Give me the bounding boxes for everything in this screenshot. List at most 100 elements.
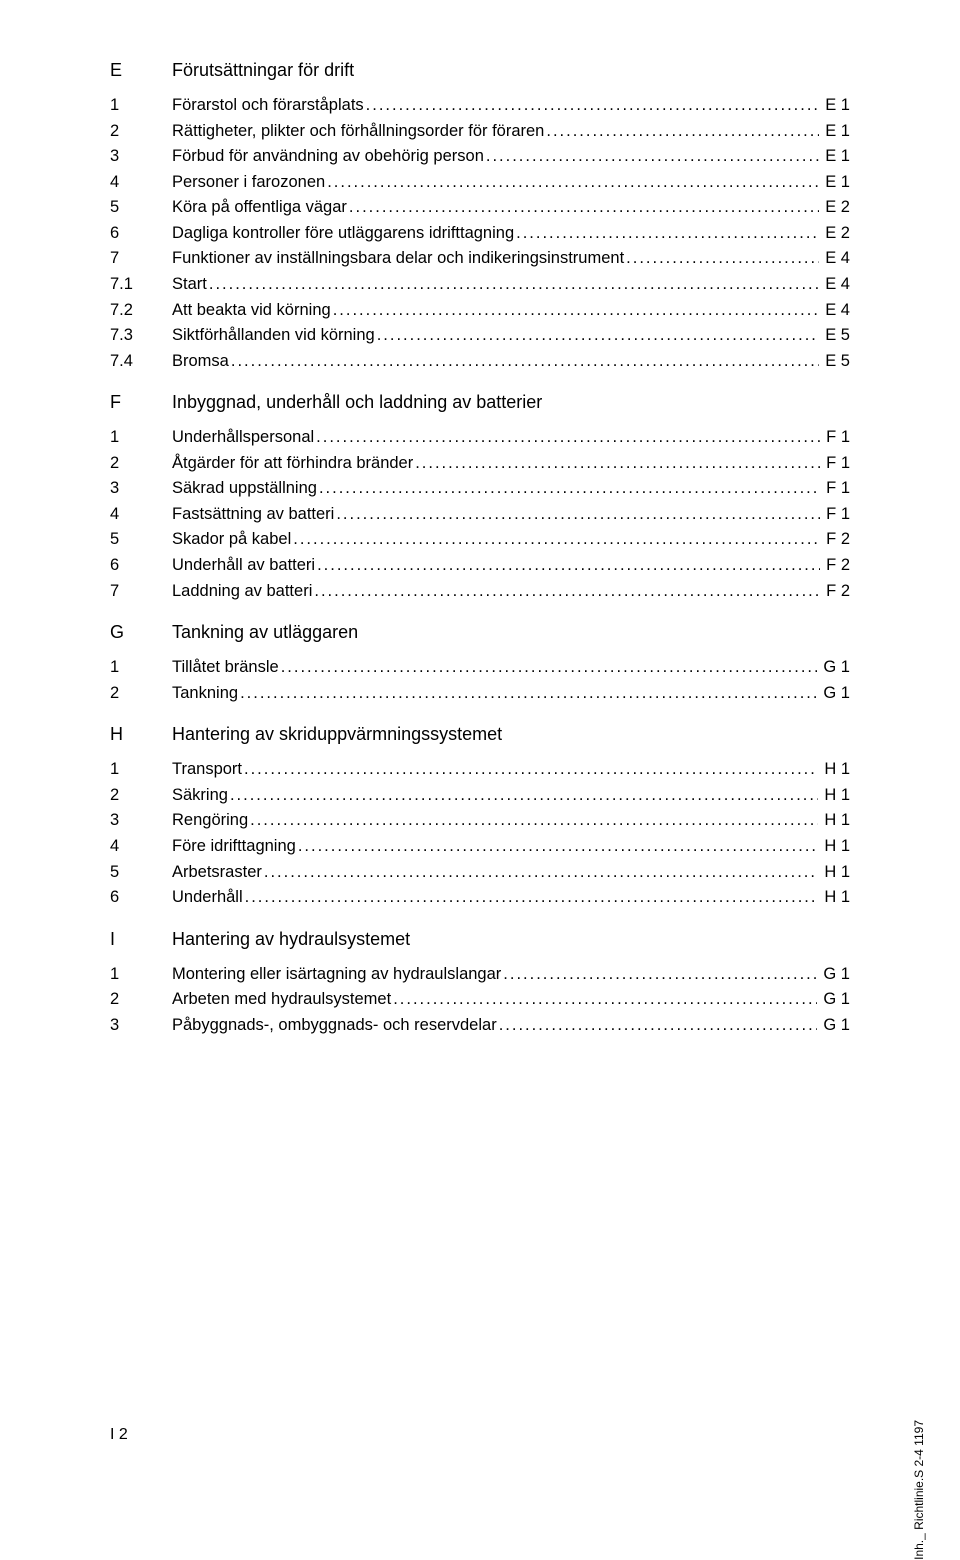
toc-row: 6Underhåll H 1 (110, 885, 850, 911)
toc-page: EFörutsättningar för drift1Förarstol och… (110, 56, 850, 1056)
toc-row: 1Montering eller isärtagning av hydrauls… (110, 962, 850, 988)
section-letter: E (110, 60, 172, 81)
toc-leader-dots (415, 451, 820, 477)
toc-row: 2TankningG 1 (110, 681, 850, 707)
toc-page-ref: H 1 (820, 885, 850, 911)
toc-label: Montering eller isärtagning av hydraulsl… (172, 962, 501, 988)
toc-label: Siktförhållanden vid körning (172, 323, 375, 349)
toc-leader-dots (231, 349, 819, 375)
toc-row: 7.1StartE 4 (110, 272, 850, 298)
section-title: Förutsättningar för drift (172, 60, 354, 81)
toc-row: 2Åtgärder för att förhindra bränderF 1 (110, 451, 850, 477)
toc-leader-dots (298, 834, 818, 860)
toc-row: 1Transport H 1 (110, 757, 850, 783)
toc-row: 3Påbyggnads-, ombyggnads- och reservdela… (110, 1013, 850, 1039)
toc-leader-dots (209, 272, 819, 298)
toc-row: 1Underhållspersonal F 1 (110, 425, 850, 451)
section-header: FInbyggnad, underhåll och laddning av ba… (110, 392, 850, 413)
toc-number: 3 (110, 808, 172, 834)
toc-leader-dots (546, 119, 819, 145)
toc-label: Förbud för användning av obehörig person (172, 144, 484, 170)
toc-number: 6 (110, 885, 172, 911)
section-title: Tankning av utläggaren (172, 622, 358, 643)
toc-label: Före idrifttagning (172, 834, 296, 860)
toc-leader-dots (317, 553, 820, 579)
toc-page-ref: G 1 (819, 681, 850, 707)
toc-row: 7.4Bromsa E 5 (110, 349, 850, 375)
toc-label: Transport (172, 757, 242, 783)
toc-page-ref: E 5 (821, 349, 850, 375)
toc-leader-dots (244, 757, 818, 783)
toc-number: 6 (110, 553, 172, 579)
toc-number: 5 (110, 527, 172, 553)
toc-number: 1 (110, 757, 172, 783)
toc-group: 1Tillåtet bränsleG 12TankningG 1 (110, 655, 850, 706)
toc-page-ref: H 1 (820, 757, 850, 783)
toc-page-ref: F 1 (822, 502, 850, 528)
toc-number: 4 (110, 502, 172, 528)
toc-number: 7 (110, 246, 172, 272)
toc-leader-dots (503, 962, 817, 988)
toc-label: Bromsa (172, 349, 229, 375)
section-letter: I (110, 929, 172, 950)
toc-leader-dots (377, 323, 820, 349)
toc-label: Laddning av batteri (172, 579, 312, 605)
toc-page-ref: H 1 (820, 834, 850, 860)
toc-leader-dots (626, 246, 819, 272)
toc-leader-dots (314, 579, 820, 605)
toc-number: 7.4 (110, 349, 172, 375)
toc-leader-dots (240, 681, 817, 707)
toc-row: 6Underhåll av batteri F 2 (110, 553, 850, 579)
toc-leader-dots (366, 93, 820, 119)
toc-page-ref: E 1 (821, 119, 850, 145)
toc-number: 2 (110, 451, 172, 477)
toc-page-ref: E 2 (821, 221, 850, 247)
toc-label: Arbetsraster (172, 860, 262, 886)
toc-row: 7.3Siktförhållanden vid körningE 5 (110, 323, 850, 349)
toc-row: 3Säkrad uppställningF 1 (110, 476, 850, 502)
section-header: IHantering av hydraulsystemet (110, 929, 850, 950)
toc-number: 2 (110, 987, 172, 1013)
toc-number: 1 (110, 655, 172, 681)
toc-number: 7.2 (110, 298, 172, 324)
toc-number: 4 (110, 834, 172, 860)
toc-leader-dots (316, 425, 820, 451)
toc-row: 1Förarstol och förarståplatsE 1 (110, 93, 850, 119)
toc-page-ref: F 1 (822, 425, 850, 451)
toc-label: Underhållspersonal (172, 425, 314, 451)
toc-number: 2 (110, 119, 172, 145)
toc-number: 2 (110, 783, 172, 809)
toc-page-ref: F 2 (822, 553, 850, 579)
toc-group: 1Förarstol och förarståplatsE 12Rättighe… (110, 93, 850, 374)
toc-number: 5 (110, 860, 172, 886)
toc-leader-dots (230, 783, 818, 809)
toc-leader-dots (349, 195, 819, 221)
toc-label: Underhåll av batteri (172, 553, 315, 579)
toc-leader-dots (250, 808, 818, 834)
toc-page-ref: G 1 (819, 1013, 850, 1039)
section-title: Hantering av skriduppvärmningssystemet (172, 724, 502, 745)
toc-row: 4Fastsättning av batteriF 1 (110, 502, 850, 528)
toc-label: Rengöring (172, 808, 248, 834)
toc-row: 3Förbud för användning av obehörig perso… (110, 144, 850, 170)
section-header: EFörutsättningar för drift (110, 60, 850, 81)
toc-label: Skador på kabel (172, 527, 291, 553)
toc-row: 6Dagliga kontroller före utläggarens idr… (110, 221, 850, 247)
toc-leader-dots (499, 1013, 818, 1039)
toc-label: Att beakta vid körning (172, 298, 331, 324)
toc-label: Förarstol och förarståplats (172, 93, 364, 119)
toc-leader-dots (245, 885, 819, 911)
toc-number: 1 (110, 425, 172, 451)
toc-page-ref: E 5 (821, 323, 850, 349)
toc-page-ref: G 1 (819, 962, 850, 988)
toc-leader-dots (333, 298, 820, 324)
toc-page-ref: F 1 (822, 451, 850, 477)
toc-label: Underhåll (172, 885, 243, 911)
toc-page-ref: E 2 (821, 195, 850, 221)
toc-label: Start (172, 272, 207, 298)
toc-page-ref: E 4 (821, 298, 850, 324)
toc-leader-dots (336, 502, 820, 528)
section-letter: H (110, 724, 172, 745)
toc-page-ref: G 1 (819, 655, 850, 681)
toc-label: Rättigheter, plikter och förhållningsord… (172, 119, 544, 145)
